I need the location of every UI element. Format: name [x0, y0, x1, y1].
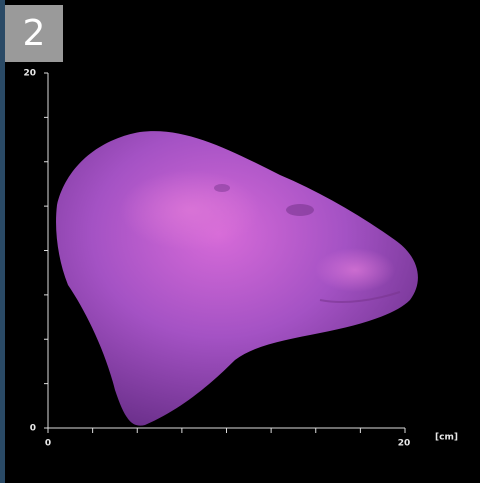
mouth [319, 291, 401, 303]
y-max-label: 20 [23, 69, 36, 79]
left-edge [0, 0, 5, 483]
ticks [44, 72, 406, 433]
ear [214, 184, 230, 192]
highlight [120, 170, 260, 250]
unit-label: [cm] [435, 433, 458, 443]
panel-label-box [5, 5, 63, 62]
x-max-label: 20 [398, 439, 411, 449]
highlight [315, 248, 395, 292]
x-min-label: 0 [45, 439, 51, 449]
panel-label: 2 [23, 13, 46, 54]
eye [286, 204, 314, 216]
y-min-label: 0 [30, 424, 36, 434]
